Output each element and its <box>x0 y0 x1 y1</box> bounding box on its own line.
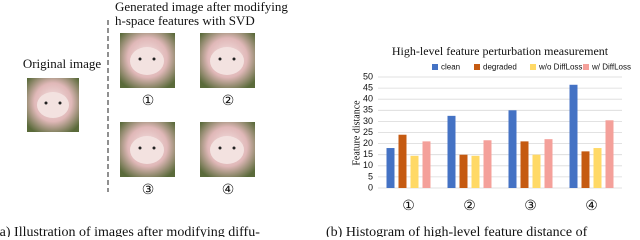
caption: (a) Illustration of images after modifyi… <box>0 225 260 237</box>
bar <box>520 141 529 188</box>
image-label: ④ <box>222 183 235 198</box>
legend-swatch <box>474 64 480 70</box>
legend-label: w/o DiffLoss <box>538 63 582 72</box>
generated-title: Generated image after modifying <box>115 0 288 14</box>
y-tick-label: 35 <box>363 105 373 115</box>
bar <box>422 141 431 188</box>
image-label: ② <box>222 94 235 109</box>
generated-title: h-space features with SVD <box>115 13 255 28</box>
generated-image <box>120 122 175 177</box>
x-tick-label: ④ <box>585 199 598 214</box>
y-tick-label: 25 <box>363 127 373 137</box>
legend-swatch <box>432 64 438 70</box>
bar <box>569 84 578 188</box>
bar <box>386 148 395 188</box>
image-eye <box>218 57 222 61</box>
y-axis-label: Feature distance <box>351 100 362 166</box>
y-tick-label: 5 <box>368 171 373 181</box>
generated-image <box>120 33 175 88</box>
bar <box>544 139 553 188</box>
image-label: ① <box>142 94 155 109</box>
caption: (b) Histogram of high-level feature dist… <box>326 225 588 237</box>
bar <box>593 148 602 188</box>
bar <box>398 134 407 188</box>
y-tick-label: 10 <box>363 160 373 170</box>
x-tick-label: ① <box>402 199 415 214</box>
bar <box>471 155 480 188</box>
y-tick-label: 15 <box>363 149 373 159</box>
image-face <box>210 47 244 75</box>
x-tick-label: ③ <box>524 199 537 214</box>
bar <box>447 115 456 188</box>
legend-swatch <box>530 64 536 70</box>
image-eye <box>152 146 156 150</box>
bar <box>605 120 614 188</box>
legend-label: w/ DiffLoss <box>591 63 631 72</box>
legend-swatch <box>583 64 589 70</box>
bar <box>483 140 492 188</box>
image-eye <box>232 57 236 61</box>
image-eye <box>138 57 142 61</box>
original-image <box>27 78 79 132</box>
image-eye <box>218 146 222 150</box>
legend-label: clean <box>441 63 460 72</box>
bar <box>459 154 468 188</box>
y-tick-label: 50 <box>363 71 373 81</box>
image-face <box>210 136 244 164</box>
y-tick-label: 40 <box>363 94 373 104</box>
image-face <box>130 47 164 75</box>
image-eye <box>152 57 156 61</box>
bar <box>581 151 590 188</box>
bar <box>508 110 517 188</box>
original-label: Original image <box>23 56 102 71</box>
bar <box>532 154 541 188</box>
chart-title: High-level feature perturbation measurem… <box>392 44 609 58</box>
y-tick-label: 45 <box>363 82 373 92</box>
image-eye <box>138 146 142 150</box>
image-face <box>130 136 164 164</box>
y-tick-label: 30 <box>363 116 373 126</box>
y-tick-label: 20 <box>363 138 373 148</box>
y-tick-label: 0 <box>368 182 373 192</box>
image-label: ③ <box>142 183 155 198</box>
legend-label: degraded <box>483 63 517 72</box>
generated-image <box>200 33 255 88</box>
bar <box>410 155 419 188</box>
generated-image <box>200 122 255 177</box>
image-eye <box>232 146 236 150</box>
x-tick-label: ② <box>463 199 476 214</box>
